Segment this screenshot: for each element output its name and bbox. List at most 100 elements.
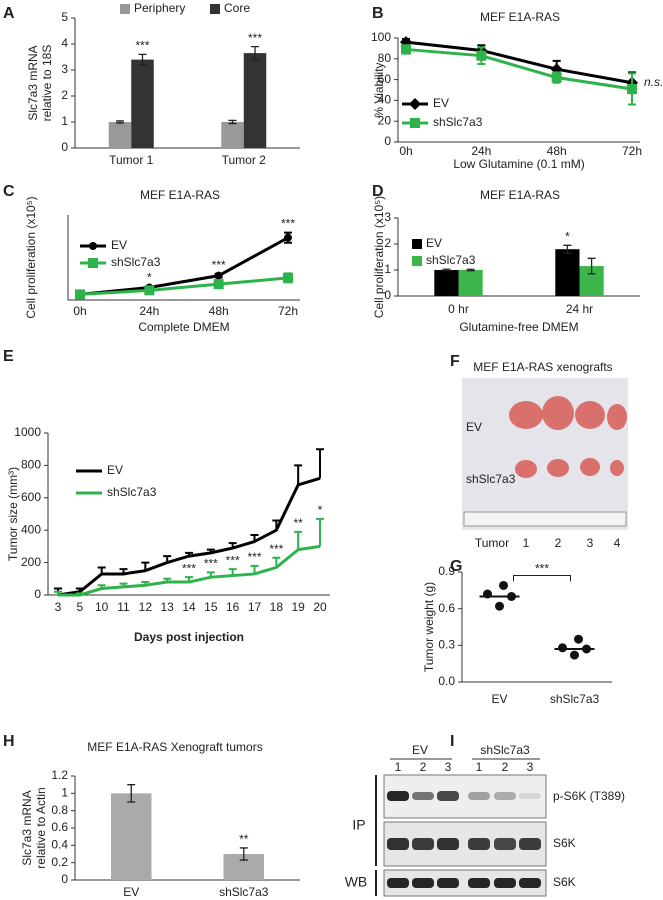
y-tick-label: 20 <box>378 113 392 127</box>
x-axis-label: Days post injection <box>134 630 244 644</box>
bar <box>108 122 132 148</box>
group-label: EV <box>412 743 428 757</box>
panel-letter: C <box>3 183 15 200</box>
legend-label: shSlc7a3 <box>107 485 157 499</box>
marker <box>88 258 98 268</box>
tumor <box>542 396 574 430</box>
bar <box>131 59 154 148</box>
error-bar <box>466 268 475 272</box>
tumor <box>509 401 543 429</box>
y-tick-label: 60 <box>378 72 392 86</box>
point <box>558 643 567 653</box>
significance-bracket <box>513 574 571 582</box>
legend-label: EV <box>107 463 123 477</box>
annotation: *** <box>281 217 295 231</box>
marker <box>75 289 85 300</box>
legend-label: shSlc7a3 <box>111 255 161 269</box>
point <box>495 601 504 611</box>
bar <box>434 270 459 296</box>
y-tick-label: 0 <box>384 134 391 148</box>
xenograft-panel: F MEF E1A-RAS xenografts EV shSlc7a3 Tum… <box>450 353 628 550</box>
x-tick-label: 17 <box>248 600 262 614</box>
marker <box>627 83 637 94</box>
x-tick-label: 0h <box>73 304 86 318</box>
x-axis-label: Complete DMEM <box>138 320 229 334</box>
x-tick-label: 5 <box>76 600 83 614</box>
column-number: 2 <box>555 536 562 550</box>
bar <box>111 793 152 880</box>
x-tick-label: 24h <box>139 304 159 318</box>
lane-label: 2 <box>502 760 509 774</box>
error-bar <box>228 119 237 125</box>
error-bar <box>251 45 259 61</box>
panel-letter: I <box>450 733 454 750</box>
tumors <box>509 396 627 478</box>
bar <box>221 122 244 148</box>
legend-label: Periphery <box>134 1 185 15</box>
y-tick-label: 0.8 <box>51 803 68 817</box>
x-tick-label: 0h <box>399 144 412 158</box>
legend-label: Core <box>224 1 250 15</box>
x-tick-label: 24 hr <box>566 302 593 316</box>
panel-letter: G <box>450 558 462 575</box>
panel-letter: F <box>450 353 460 370</box>
y-tick-label: 4 <box>61 36 68 50</box>
point <box>570 650 579 660</box>
marker <box>283 272 293 283</box>
section-label: WB <box>345 874 368 890</box>
x-tick-label: shSlc7a3 <box>219 885 269 899</box>
lane-label: 3 <box>445 760 452 774</box>
chart-title: MEF E1A-RAS <box>480 10 560 24</box>
band <box>437 878 459 888</box>
x-tick-label: 48h <box>547 144 567 158</box>
band <box>494 878 516 888</box>
y-axis-label: Cell proliferation (x10⁵) <box>24 196 38 318</box>
y-axis-label: % Viability <box>372 62 386 117</box>
tumor <box>515 460 537 478</box>
y-axis-label: Cell proliferation (x10⁵) <box>372 196 386 318</box>
row-label: shSlc7a3 <box>466 472 516 486</box>
y-axis-label: relative to Actin <box>34 787 48 868</box>
line <box>79 276 289 296</box>
y-tick-label: 600 <box>21 490 41 504</box>
x-tick-label: 48h <box>209 304 229 318</box>
section-label: IP <box>352 817 365 833</box>
chart-title: MEF E1A-RAS <box>480 188 560 202</box>
x-tick-label: 14 <box>182 600 196 614</box>
band <box>412 878 434 888</box>
y-tick-label: 0.9 <box>438 564 455 578</box>
band-label: S6K <box>553 836 576 850</box>
x-tick-label: 3 <box>55 600 62 614</box>
y-tick-label: 80 <box>378 51 392 65</box>
band <box>519 793 541 799</box>
photo <box>462 378 628 530</box>
group-label: shSlc7a3 <box>480 743 530 757</box>
x-tick-label: 13 <box>160 600 174 614</box>
band <box>519 878 541 888</box>
legend-swatch <box>412 239 422 249</box>
annotation: *** <box>135 39 149 53</box>
lane-label: 1 <box>476 760 483 774</box>
tumor <box>580 458 600 476</box>
marker <box>476 50 487 61</box>
line <box>57 476 321 597</box>
x-axis-label: Glutamine-free DMEM <box>459 320 578 334</box>
error-bar <box>239 847 248 861</box>
bar <box>555 249 580 296</box>
y-tick-label: 400 <box>21 522 41 536</box>
bar <box>243 53 267 148</box>
y-tick-label: 1 <box>384 262 391 276</box>
x-tick-label: 72h <box>278 304 298 318</box>
column-label: Tumor <box>475 536 509 550</box>
tumor <box>610 460 624 476</box>
x-tick-label: 10 <box>95 600 109 614</box>
annotation: * <box>565 229 570 243</box>
y-tick-label: 0 <box>61 872 68 886</box>
legend-swatch <box>210 4 220 14</box>
y-tick-label: 1000 <box>14 425 41 439</box>
y-tick-label: 800 <box>21 458 41 472</box>
annotation: *** <box>212 258 226 272</box>
y-tick-label: 5 <box>61 10 68 24</box>
y-tick-label: 200 <box>21 555 41 569</box>
annotation: *** <box>248 31 262 45</box>
